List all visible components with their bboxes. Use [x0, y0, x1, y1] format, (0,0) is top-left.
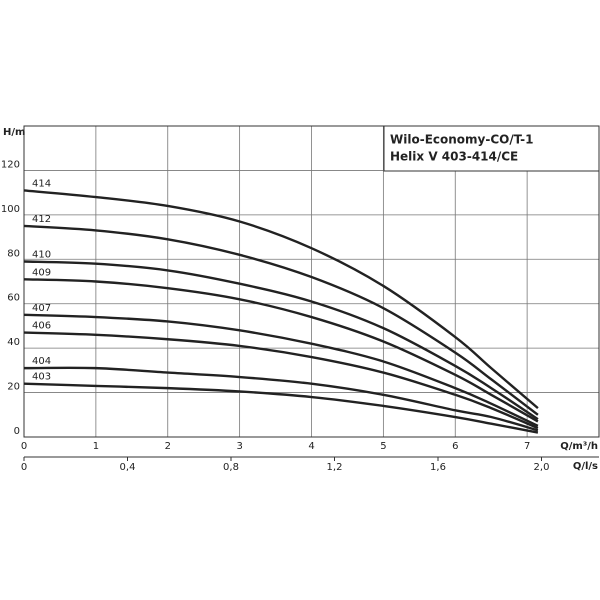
x-tick-label: 1: [93, 441, 99, 452]
y-tick-label: 20: [7, 382, 20, 393]
x2-tick-label: 1,2: [327, 462, 343, 473]
curve-label: 403: [32, 372, 51, 383]
pump-curve: [23, 331, 539, 430]
x-tick-label: 6: [452, 441, 458, 452]
x-tick-label: 3: [236, 441, 242, 452]
x-tick-label: 2: [165, 441, 171, 452]
pump-curve: [23, 313, 539, 427]
pump-curve: [23, 224, 539, 416]
x2-tick-label: 0: [21, 462, 27, 473]
curve-label: 414: [32, 178, 51, 189]
curve-label: 407: [32, 303, 51, 314]
plot-frame: [23, 125, 600, 438]
curve-label: 406: [32, 321, 51, 332]
curve-label: 404: [32, 356, 51, 367]
chart-title: Wilo-Economy-CO/T-1: [390, 133, 533, 147]
pump-curve: [23, 382, 539, 434]
y-axis-label: H/m: [3, 127, 25, 138]
x-axis-label: Q/m³/h: [560, 441, 598, 452]
curve-label: 409: [32, 267, 51, 278]
x-tick-label: 0: [21, 441, 27, 452]
pump-curve: [23, 260, 539, 421]
x2-tick-label: 2,0: [534, 462, 550, 473]
y-tick-label: 60: [7, 293, 20, 304]
title-box: [383, 125, 600, 172]
x2-tick-label: 0,4: [120, 462, 136, 473]
pump-curve: [23, 278, 539, 423]
pump-curve: [23, 366, 539, 432]
x-tick-label: 4: [308, 441, 314, 452]
x2-tick-label: 1,6: [430, 462, 446, 473]
y-tick-label: 40: [7, 337, 20, 348]
chart-subtitle: Helix V 403-414/CE: [390, 150, 518, 164]
x2-axis-label: Q/l/s: [573, 461, 598, 472]
curve-label: 410: [32, 250, 51, 261]
pump-curve: [23, 189, 539, 410]
y-tick-label: 100: [1, 204, 20, 215]
curve-label: 412: [32, 214, 51, 225]
x-tick-label: 5: [380, 441, 386, 452]
y-tick-label: 80: [7, 248, 20, 259]
y-tick-label: 120: [1, 159, 20, 170]
x-tick-label: 7: [524, 441, 530, 452]
x2-tick-label: 0,8: [223, 462, 239, 473]
y-tick-label: 0: [14, 426, 20, 437]
